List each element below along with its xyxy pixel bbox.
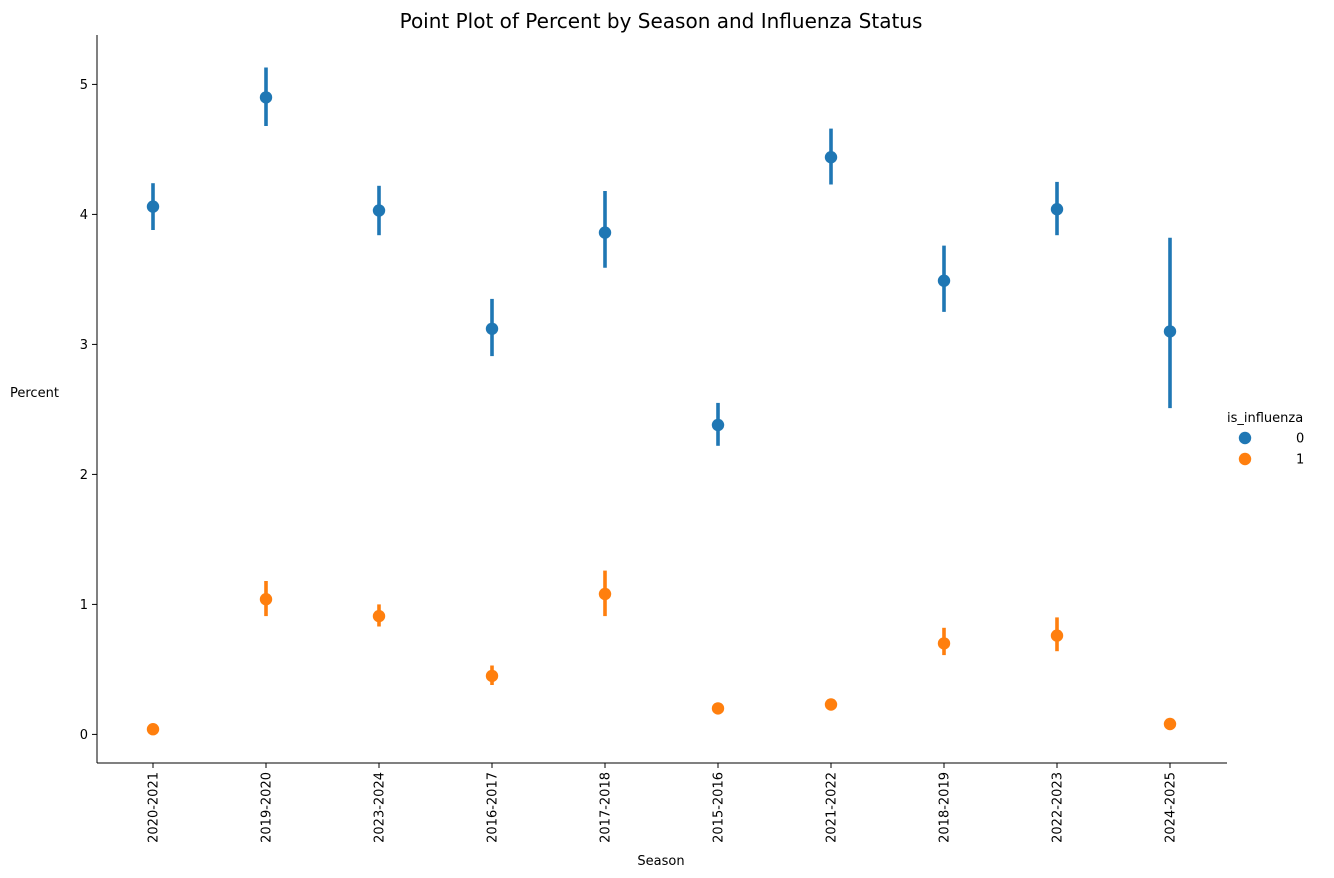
y-tick-label: 3 [80, 338, 88, 353]
x-tick-label: 2022-2023 [1051, 772, 1066, 843]
data-point [259, 593, 273, 606]
legend-marker [1238, 431, 1252, 445]
data-point [372, 204, 386, 217]
data-point [937, 274, 951, 287]
data-point [598, 587, 612, 601]
data-point [824, 151, 838, 164]
plot-area [146, 67, 1177, 736]
x-tick-label: 2019-2020 [260, 772, 275, 843]
y-tick-label: 2 [80, 468, 88, 483]
data-point [372, 609, 386, 623]
data-point [1050, 629, 1064, 642]
legend-label: 1 [1296, 453, 1304, 468]
x-axis-label: Season [637, 854, 684, 869]
x-tick-label: 2021-2022 [825, 772, 840, 843]
x-tick-label: 2016-2017 [486, 772, 501, 843]
x-tick-label: 2023-2024 [373, 772, 388, 843]
series-1 [146, 570, 1177, 736]
legend-title: is_influenza [1227, 411, 1303, 426]
legend-label: 0 [1296, 432, 1304, 447]
data-point [711, 418, 725, 432]
series-0 [146, 67, 1177, 446]
data-point [711, 702, 725, 715]
data-point [146, 723, 160, 736]
chart-title: Point Plot of Percent by Season and Infl… [400, 9, 923, 33]
data-point [1163, 325, 1177, 338]
y-tick-label: 0 [80, 728, 88, 743]
data-point [598, 226, 612, 239]
x-tick-label: 2017-2018 [599, 772, 614, 843]
x-tick-label: 2015-2016 [712, 772, 727, 843]
x-tick-label: 2020-2021 [147, 772, 162, 843]
data-point [1050, 203, 1064, 216]
legend: is_influenza 0 1 [1227, 411, 1304, 468]
y-axis-label: Percent [10, 386, 59, 401]
x-tick-label: 2024-2025 [1164, 772, 1179, 843]
data-point [824, 698, 838, 711]
y-tick-label: 1 [80, 598, 88, 613]
data-point [937, 637, 951, 650]
x-ticks: 2020-2021 2019-2020 2023-2024 2016-2017 2017… [147, 763, 1179, 843]
y-tick-label: 5 [80, 78, 88, 93]
x-tick-label: 2018-2019 [938, 772, 953, 843]
data-point [1163, 717, 1177, 731]
data-point [146, 200, 160, 213]
data-point [259, 91, 273, 104]
data-point [485, 669, 499, 683]
y-ticks: 0 1 2 3 4 5 [80, 78, 97, 743]
y-tick-label: 4 [80, 208, 88, 223]
legend-marker [1238, 452, 1252, 466]
data-point [485, 322, 499, 335]
